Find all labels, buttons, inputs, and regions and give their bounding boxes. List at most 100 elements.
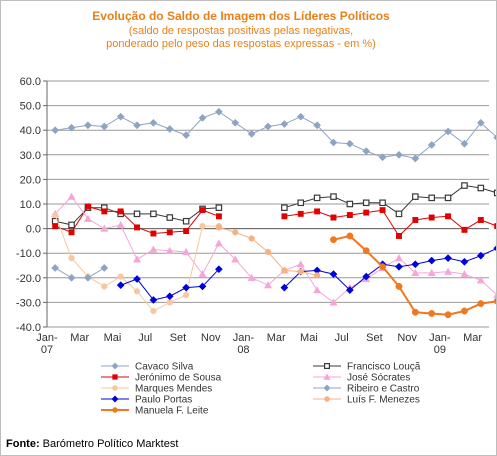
legend-marker bbox=[324, 396, 330, 402]
data-point bbox=[280, 120, 289, 129]
y-tick-label: 40.0 bbox=[20, 125, 41, 137]
data-point bbox=[297, 199, 305, 207]
data-point bbox=[101, 208, 108, 215]
data-point bbox=[133, 210, 141, 218]
data-point bbox=[476, 251, 485, 260]
series-marques-mendes bbox=[52, 211, 223, 315]
data-point bbox=[411, 308, 419, 316]
legend-marker bbox=[112, 374, 118, 380]
data-point bbox=[362, 199, 370, 207]
data-point bbox=[166, 229, 173, 236]
legend-item-cavaco-silva: Cavaco Silva bbox=[101, 362, 194, 373]
data-point bbox=[296, 112, 305, 121]
x-tick-label: 08 bbox=[237, 344, 249, 356]
legend-label: Ribeiro e Castro bbox=[347, 384, 420, 395]
data-point bbox=[444, 267, 453, 275]
source-label: Fonte: bbox=[6, 438, 40, 450]
data-point bbox=[182, 247, 191, 256]
data-point bbox=[411, 154, 420, 163]
data-point bbox=[133, 288, 141, 295]
x-tick-label: 07 bbox=[41, 344, 53, 356]
data-point bbox=[165, 292, 174, 301]
y-tick-label: -30.0 bbox=[16, 297, 41, 309]
data-point bbox=[264, 248, 272, 256]
data-point bbox=[182, 283, 191, 292]
legend-marker bbox=[323, 384, 331, 392]
data-point bbox=[493, 293, 496, 299]
data-point bbox=[379, 199, 386, 207]
data-point bbox=[183, 228, 190, 235]
data-point bbox=[165, 125, 174, 133]
y-tick-label: 10.0 bbox=[20, 199, 41, 211]
x-tick-label: Set bbox=[170, 332, 187, 344]
legend-marker bbox=[112, 385, 118, 391]
chart-subtitle-line-1: (saldo de respostas positivas pelas nega… bbox=[129, 25, 353, 37]
y-tick-label: -10.0 bbox=[16, 248, 41, 260]
data-point bbox=[477, 300, 485, 308]
series-luis-f-menezes bbox=[215, 224, 321, 279]
y-tick-label: 60.0 bbox=[20, 76, 41, 88]
legend-label: Marques Mendes bbox=[135, 384, 212, 395]
data-point bbox=[183, 291, 190, 299]
legend-item-marques-mendes: Marques Mendes bbox=[101, 384, 212, 395]
data-point bbox=[297, 210, 304, 217]
legend-label: Jerónimo de Sousa bbox=[135, 373, 222, 384]
data-point bbox=[362, 272, 371, 281]
data-point bbox=[264, 122, 272, 131]
data-point bbox=[150, 210, 157, 218]
data-point bbox=[182, 217, 190, 225]
data-point bbox=[182, 131, 191, 140]
data-point bbox=[116, 112, 125, 121]
data-point bbox=[314, 208, 321, 215]
data-point bbox=[461, 182, 468, 189]
x-tick-label: Nov bbox=[201, 332, 221, 344]
data-point bbox=[117, 273, 124, 280]
legend-marker bbox=[112, 407, 118, 413]
x-tick-label: Jan- bbox=[429, 332, 451, 344]
data-point bbox=[263, 281, 273, 289]
data-point bbox=[215, 204, 223, 211]
data-point bbox=[346, 212, 353, 219]
data-point bbox=[117, 208, 124, 215]
data-point bbox=[215, 213, 222, 220]
data-point bbox=[461, 226, 468, 233]
data-point bbox=[51, 126, 60, 135]
legend-label: Luís F. Menezes bbox=[347, 395, 420, 406]
data-point bbox=[199, 207, 206, 214]
y-tick-label: 50.0 bbox=[20, 101, 41, 113]
legend-item-jose-socrates: José Sócrates bbox=[313, 373, 410, 384]
legend-item-jeronimo-de-sousa: Jerónimo de Sousa bbox=[101, 373, 222, 384]
data-point bbox=[101, 283, 108, 290]
data-point bbox=[379, 263, 387, 271]
data-point bbox=[395, 150, 403, 159]
data-point bbox=[460, 307, 468, 315]
data-point bbox=[411, 268, 420, 277]
data-point bbox=[346, 200, 354, 208]
data-point bbox=[460, 257, 469, 266]
series-line bbox=[54, 195, 496, 304]
y-tick-label: -40.0 bbox=[16, 322, 41, 334]
chart-title: Evolução do Saldo de Imagem dos Líderes … bbox=[92, 9, 390, 23]
data-point bbox=[149, 245, 158, 253]
data-point bbox=[149, 295, 158, 304]
data-point bbox=[428, 194, 436, 202]
data-point bbox=[84, 203, 91, 210]
data-point bbox=[313, 285, 322, 294]
data-point bbox=[363, 209, 370, 216]
x-tick-label: Mai bbox=[104, 332, 122, 344]
data-point bbox=[198, 113, 207, 122]
x-tick-label: Nov bbox=[397, 332, 417, 344]
y-tick-label: 0.0 bbox=[26, 224, 41, 236]
data-point bbox=[329, 138, 338, 147]
data-point bbox=[281, 204, 288, 211]
data-point bbox=[330, 193, 337, 200]
data-point bbox=[345, 139, 354, 148]
legend-marker bbox=[111, 362, 119, 370]
data-point bbox=[444, 127, 453, 136]
data-point bbox=[476, 276, 485, 284]
x-tick-label: Mar bbox=[70, 332, 89, 344]
data-point bbox=[51, 264, 60, 272]
data-point bbox=[281, 267, 288, 274]
data-point bbox=[427, 268, 436, 277]
